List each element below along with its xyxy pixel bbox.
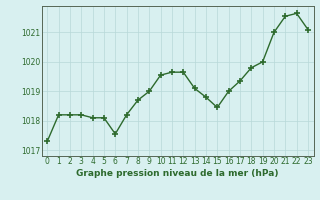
X-axis label: Graphe pression niveau de la mer (hPa): Graphe pression niveau de la mer (hPa) [76,169,279,178]
